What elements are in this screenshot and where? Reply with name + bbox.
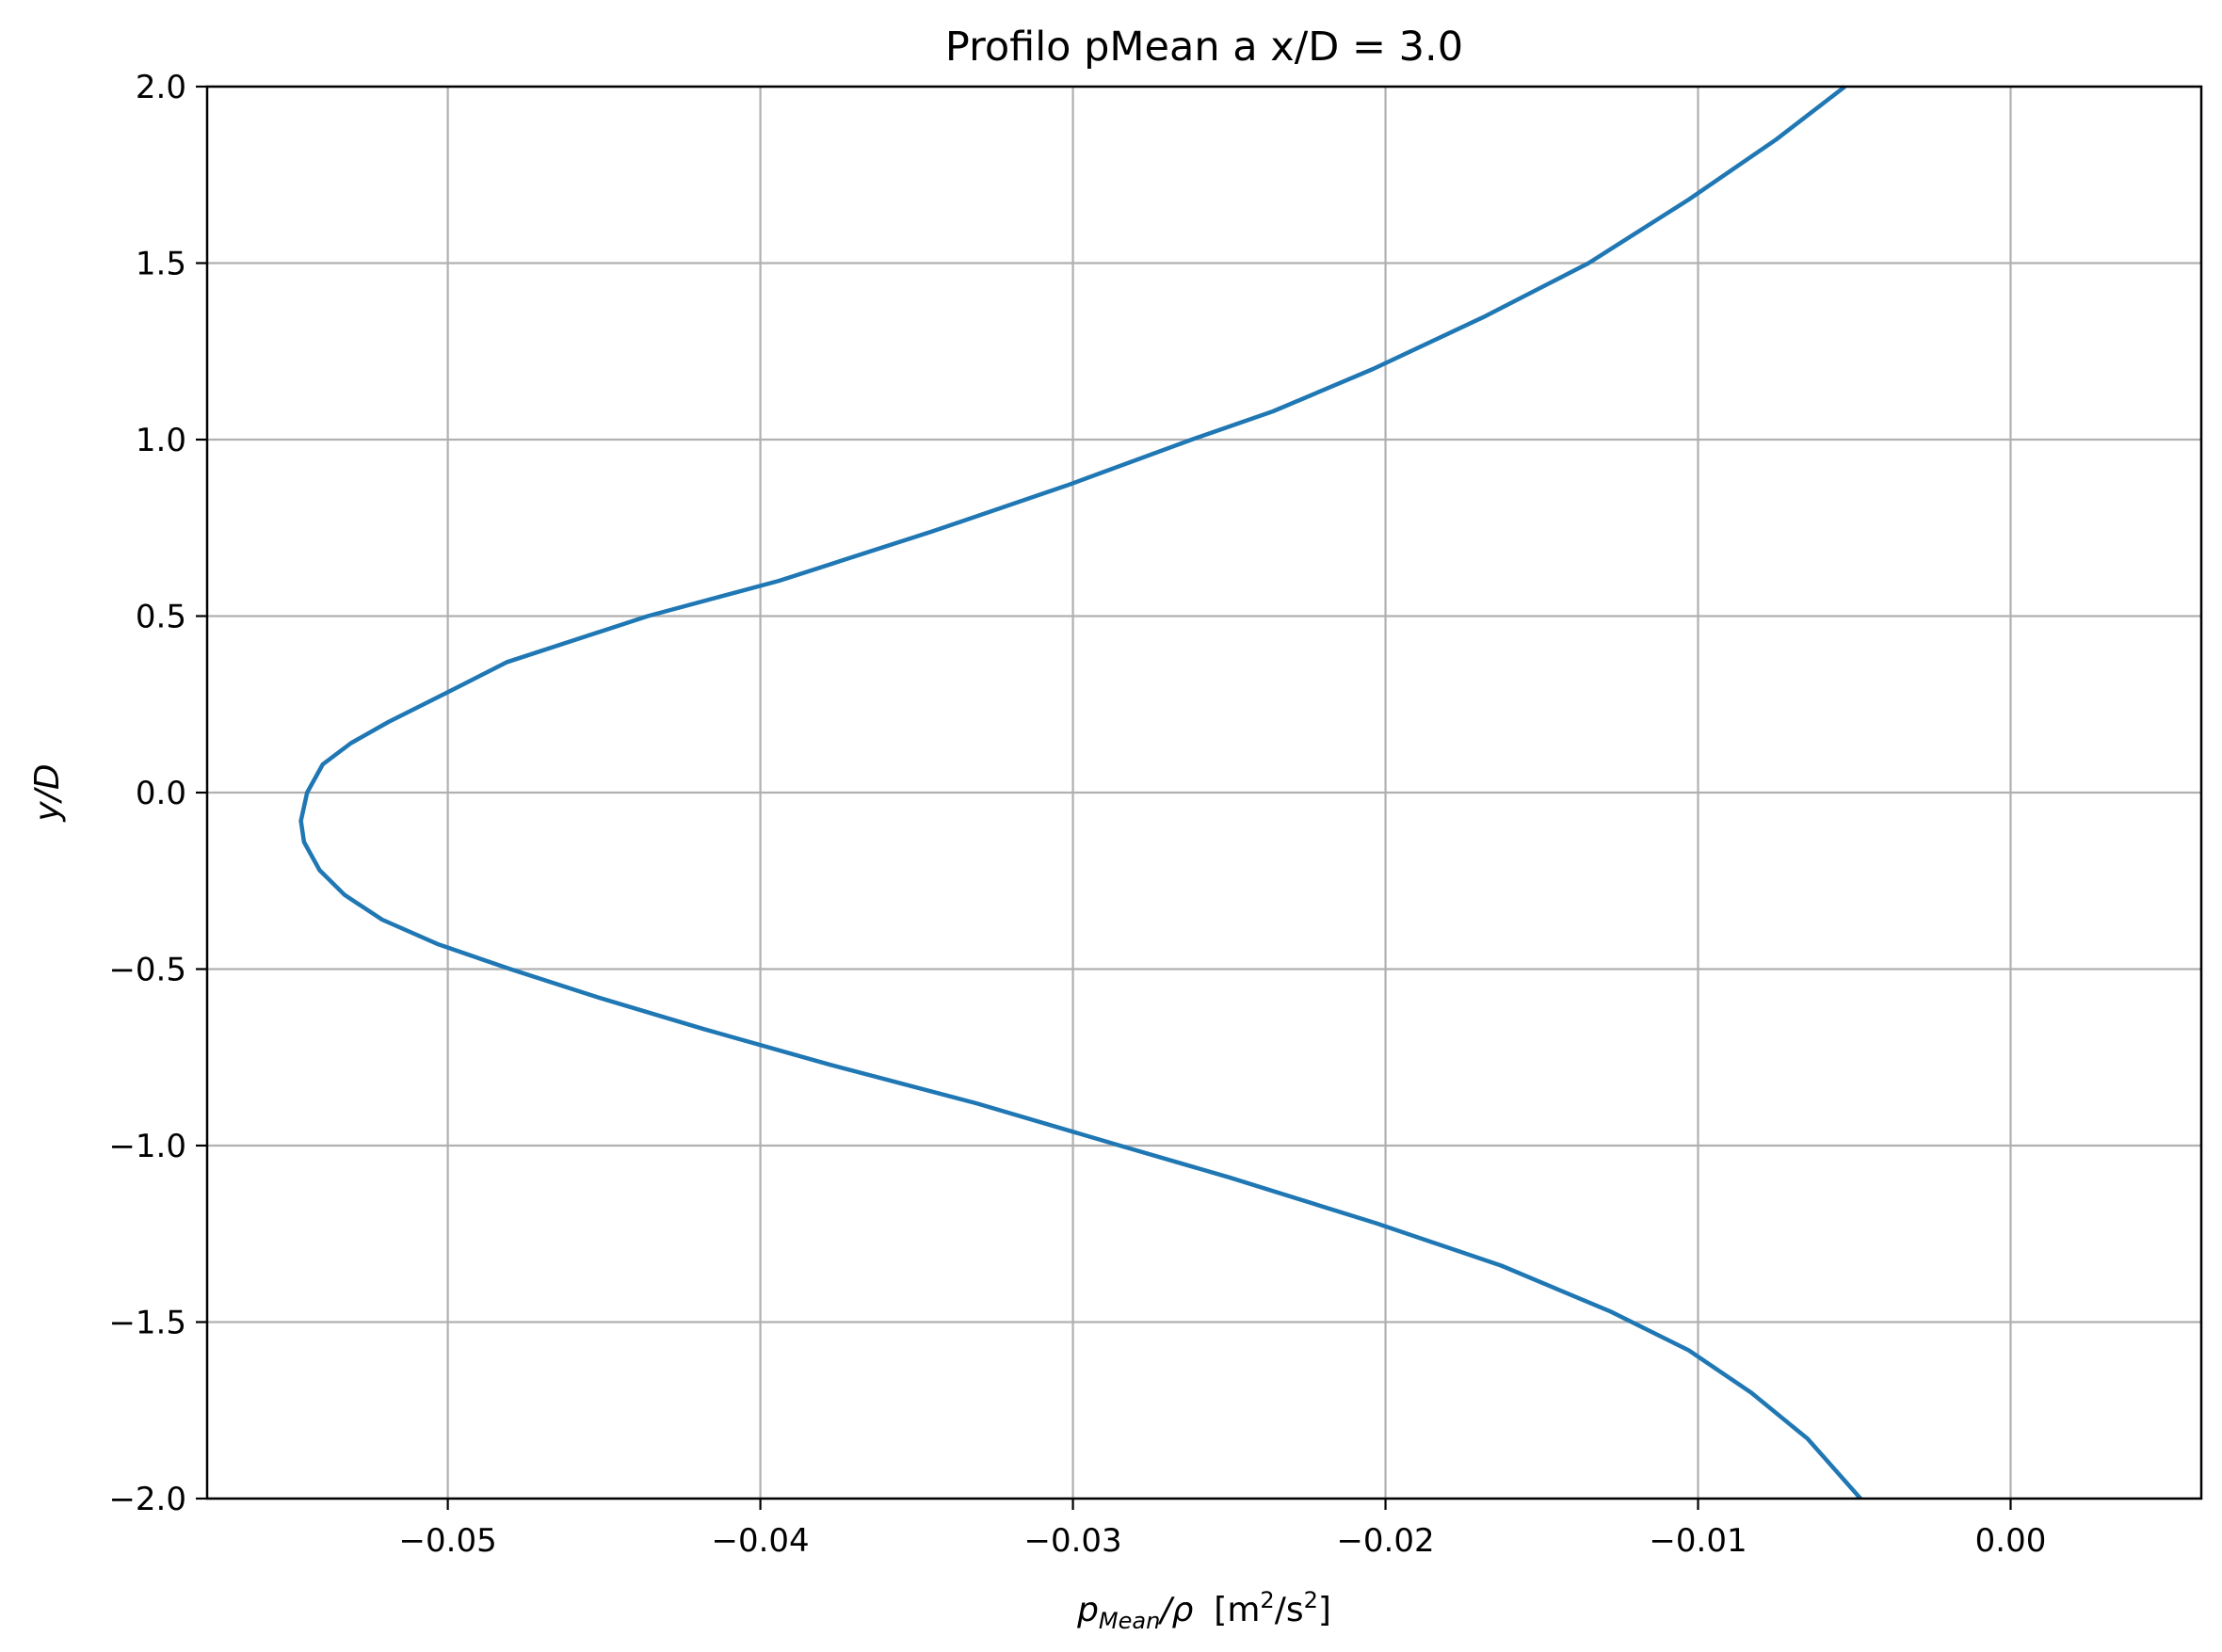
- y-tick-label: 0.5: [136, 599, 186, 636]
- y-tick-label: 1.5: [136, 246, 186, 283]
- x-axis-label-main: p: [1076, 1591, 1099, 1629]
- x-tick-label: −0.02: [1336, 1522, 1434, 1560]
- series-line: [298, 85, 1862, 1500]
- x-axis-ticks: −0.05 −0.04 −0.03 −0.02 −0.01 0.00: [399, 1499, 2047, 1560]
- series-layer: [298, 85, 1862, 1500]
- y-axis-label: y/D: [28, 763, 67, 822]
- x-axis-label-unit-mid: /s: [1275, 1591, 1304, 1629]
- x-tick-label: −0.01: [1649, 1522, 1747, 1560]
- x-axis-label-unit-close: ]: [1318, 1591, 1331, 1629]
- y-tick-label: 1.0: [136, 422, 186, 459]
- y-tick-label: 2.0: [136, 69, 186, 106]
- x-tick-label: 0.00: [1975, 1522, 2047, 1560]
- x-axis-label-unit-open: [m: [1214, 1591, 1260, 1629]
- chart-title: Profilo pMean a x/D = 3.0: [945, 24, 1463, 71]
- x-axis-label-unit-exp2: 2: [1304, 1587, 1318, 1613]
- y-tick-label: −1.0: [108, 1128, 186, 1165]
- x-tick-label: −0.03: [1023, 1522, 1121, 1560]
- x-axis-label-divisor: /ρ: [1157, 1591, 1193, 1629]
- x-axis-label-unit-exp1: 2: [1260, 1587, 1274, 1613]
- x-tick-label: −0.04: [711, 1522, 809, 1560]
- y-tick-label: 0.0: [136, 775, 186, 812]
- x-axis-label: pMean/ρ [m2/s2]: [1076, 1587, 1331, 1634]
- x-axis-label-subscript: Mean: [1099, 1608, 1160, 1634]
- y-axis-ticks: 2.0 1.5 1.0 0.5 0.0 −0.5 −1.0 −1.5 −2.0: [108, 69, 207, 1518]
- y-tick-label: −0.5: [108, 952, 186, 989]
- x-tick-label: −0.05: [399, 1522, 497, 1560]
- y-tick-label: −2.0: [108, 1481, 186, 1518]
- y-tick-label: −1.5: [108, 1305, 186, 1342]
